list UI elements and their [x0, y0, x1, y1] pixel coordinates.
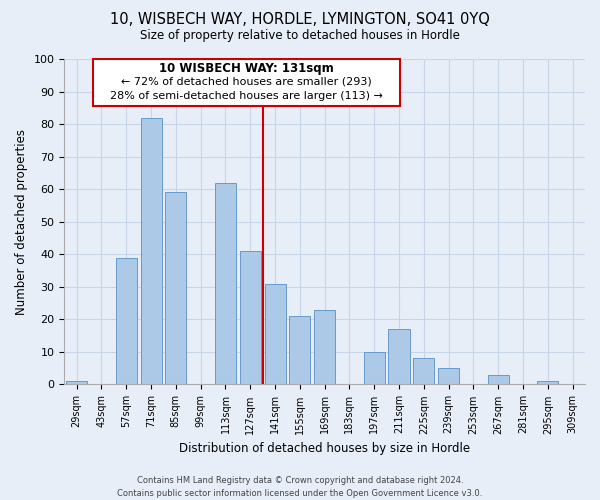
Text: Size of property relative to detached houses in Hordle: Size of property relative to detached ho…: [140, 29, 460, 42]
Bar: [314, 310, 335, 384]
Bar: [215, 182, 236, 384]
Bar: [364, 352, 385, 384]
Bar: [140, 118, 161, 384]
Text: 10, WISBECH WAY, HORDLE, LYMINGTON, SO41 0YQ: 10, WISBECH WAY, HORDLE, LYMINGTON, SO41…: [110, 12, 490, 28]
Bar: [240, 251, 261, 384]
Bar: [413, 358, 434, 384]
Bar: [93, 59, 400, 106]
Text: Contains HM Land Registry data © Crown copyright and database right 2024.: Contains HM Land Registry data © Crown c…: [137, 476, 463, 485]
Text: Contains public sector information licensed under the Open Government Licence v3: Contains public sector information licen…: [118, 489, 482, 498]
Bar: [488, 374, 509, 384]
Bar: [438, 368, 459, 384]
Bar: [116, 258, 137, 384]
Bar: [265, 284, 286, 384]
Text: ← 72% of detached houses are smaller (293): ← 72% of detached houses are smaller (29…: [121, 77, 372, 87]
Y-axis label: Number of detached properties: Number of detached properties: [15, 128, 28, 314]
X-axis label: Distribution of detached houses by size in Hordle: Distribution of detached houses by size …: [179, 442, 470, 455]
Text: 10 WISBECH WAY: 131sqm: 10 WISBECH WAY: 131sqm: [159, 62, 334, 76]
Bar: [537, 381, 559, 384]
Text: 28% of semi-detached houses are larger (113) →: 28% of semi-detached houses are larger (…: [110, 90, 383, 101]
Bar: [66, 381, 87, 384]
Bar: [166, 192, 187, 384]
Bar: [388, 329, 410, 384]
Bar: [289, 316, 310, 384]
